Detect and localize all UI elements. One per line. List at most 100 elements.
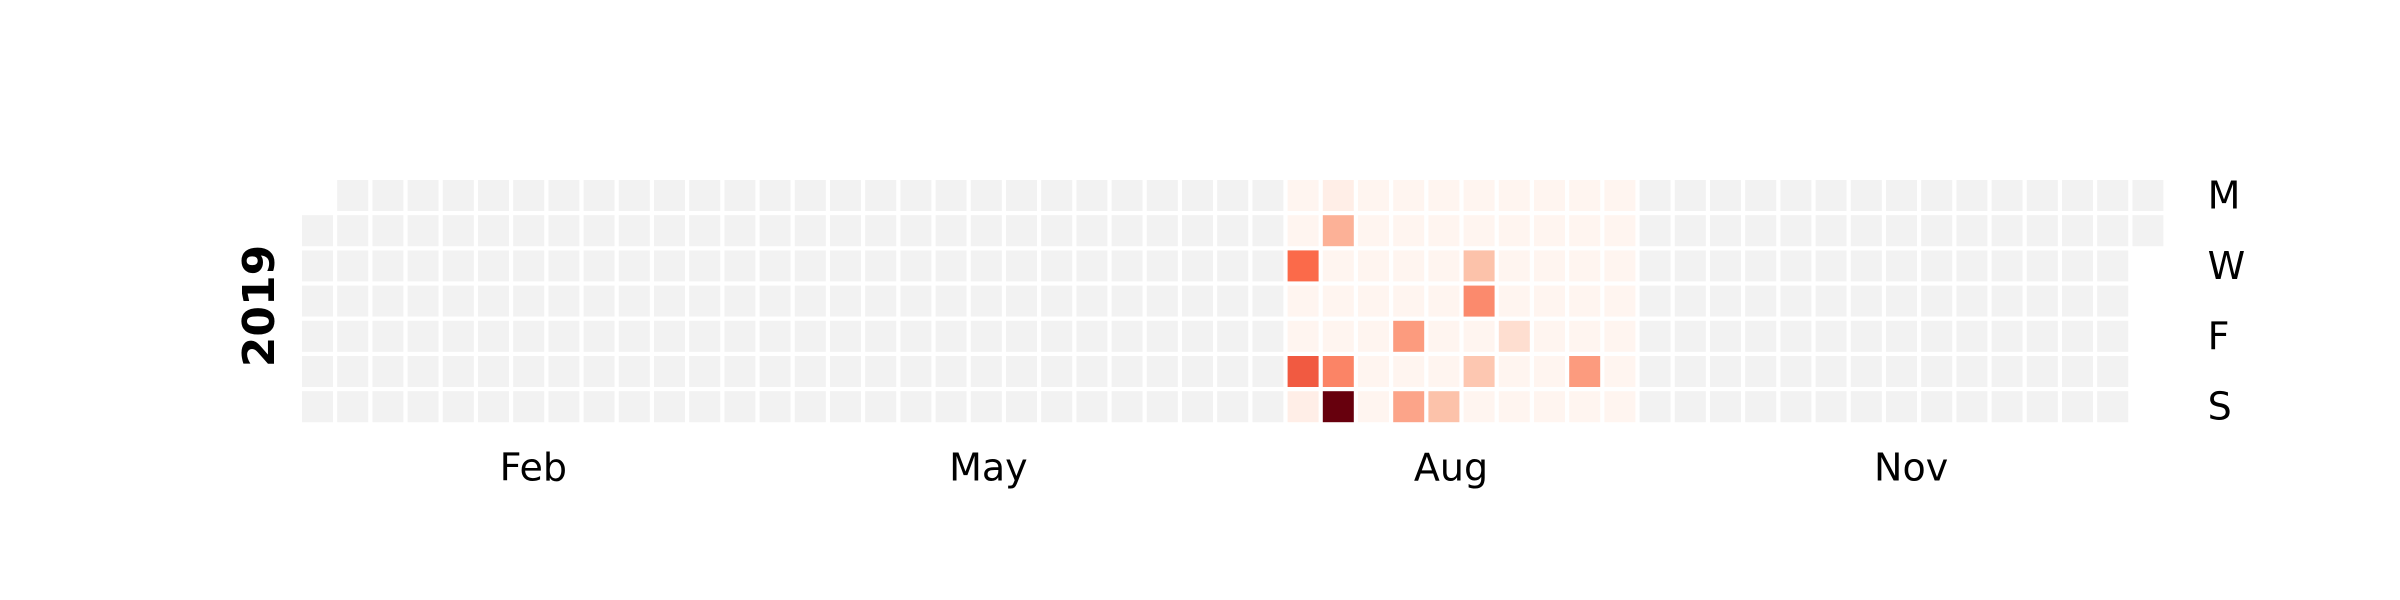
heatmap-cell <box>2097 356 2129 387</box>
heatmap-cell <box>548 215 580 247</box>
heatmap-cell <box>935 250 967 282</box>
heatmap-cell <box>2062 215 2093 247</box>
heatmap-cell <box>1604 391 1636 423</box>
heatmap-cell <box>1428 356 1460 387</box>
heatmap-cell <box>724 180 756 211</box>
heatmap-cell <box>759 180 791 211</box>
heatmap-cell <box>1534 320 1565 352</box>
heatmap-cell <box>1674 250 1706 282</box>
heatmap-cell <box>724 285 756 317</box>
heatmap-cell <box>1287 285 1319 317</box>
heatmap-cell <box>900 320 932 352</box>
heatmap-cell <box>1393 180 1425 211</box>
heatmap-cell <box>1956 180 1988 211</box>
heatmap-cell <box>1146 320 1178 352</box>
heatmap-cell <box>618 285 650 317</box>
heatmap-cell <box>970 320 1002 352</box>
heatmap-cell <box>442 320 474 352</box>
heatmap-cell <box>1850 391 1882 423</box>
heatmap-cell <box>759 285 791 317</box>
heatmap-cell <box>1604 250 1636 282</box>
heatmap-cell <box>372 320 404 352</box>
heatmap-cell <box>1745 285 1777 317</box>
heatmap-cell <box>900 250 932 282</box>
heatmap-cell <box>865 250 897 282</box>
heatmap-cell <box>1569 391 1601 423</box>
heatmap-cell <box>865 356 897 387</box>
heatmap-cell <box>1745 215 1777 247</box>
heatmap-cell <box>1886 391 1917 423</box>
heatmap-cell <box>583 285 615 317</box>
heatmap-cell <box>1111 356 1143 387</box>
heatmap-cell <box>1710 356 1741 387</box>
heatmap-cell <box>1252 391 1284 423</box>
heatmap-cell <box>513 285 545 317</box>
heatmap-cell <box>1498 285 1530 317</box>
heatmap-cell <box>1780 391 1812 423</box>
heatmap-cell <box>1358 250 1389 282</box>
heatmap-cell <box>1358 320 1389 352</box>
heatmap-cell <box>1674 215 1706 247</box>
heatmap-cell <box>1674 356 1706 387</box>
heatmap-cell <box>1393 356 1425 387</box>
heatmap-cell <box>830 250 861 282</box>
heatmap-cell <box>337 215 369 247</box>
heatmap-cell <box>478 180 509 211</box>
heatmap-cell <box>407 320 439 352</box>
heatmap-cell <box>1463 391 1495 423</box>
heatmap-cell <box>1569 180 1601 211</box>
heatmap-cell <box>1076 320 1108 352</box>
heatmap-cell <box>2062 320 2093 352</box>
heatmap-cell <box>1076 356 1108 387</box>
heatmap-cell <box>1780 356 1812 387</box>
heatmap-cell <box>724 356 756 387</box>
heatmap-cell <box>302 391 333 423</box>
heatmap-cell <box>689 391 721 423</box>
heatmap-cell <box>407 215 439 247</box>
heatmap-cell <box>548 250 580 282</box>
heatmap-cell <box>513 215 545 247</box>
heatmap-cell <box>1041 215 1073 247</box>
heatmap-cell <box>2097 320 2129 352</box>
heatmap-cell <box>1428 250 1460 282</box>
heatmap-cell <box>1534 391 1565 423</box>
heatmap-cell <box>1498 250 1530 282</box>
heatmap-cell <box>1322 356 1354 387</box>
heatmap-cell <box>442 215 474 247</box>
heatmap-cell <box>372 250 404 282</box>
heatmap-cell <box>2026 285 2058 317</box>
heatmap-cell <box>1639 180 1671 211</box>
heatmap-cell <box>407 285 439 317</box>
heatmap-cell <box>1041 285 1073 317</box>
heatmap-cell <box>478 215 509 247</box>
heatmap-cell <box>2097 180 2129 211</box>
heatmap-cell <box>830 180 861 211</box>
heatmap-cell <box>302 356 333 387</box>
heatmap-cell <box>1956 250 1988 282</box>
heatmap-cell <box>1146 391 1178 423</box>
heatmap-cell <box>1498 215 1530 247</box>
heatmap-cell <box>900 285 932 317</box>
heatmap-cell <box>1463 356 1495 387</box>
heatmap-cell <box>794 250 826 282</box>
heatmap-cell <box>900 391 932 423</box>
heatmap-cell <box>935 285 967 317</box>
heatmap-cell <box>1815 250 1847 282</box>
heatmap-cell <box>2062 356 2093 387</box>
heatmap-cell <box>513 391 545 423</box>
heatmap-cell <box>1534 215 1565 247</box>
heatmap-cell <box>583 356 615 387</box>
heatmap-cell <box>900 180 932 211</box>
heatmap-cell <box>1006 285 1037 317</box>
heatmap-cell <box>2062 285 2093 317</box>
heatmap-cell <box>618 180 650 211</box>
heatmap-cell <box>1322 250 1354 282</box>
heatmap-cell <box>935 391 967 423</box>
heatmap-cell <box>1886 285 1917 317</box>
heatmap-cell <box>1956 215 1988 247</box>
heatmap-cell <box>1745 180 1777 211</box>
heatmap-cell <box>1358 356 1389 387</box>
heatmap-cell <box>1498 320 1530 352</box>
year-label: 2019 <box>234 245 285 367</box>
